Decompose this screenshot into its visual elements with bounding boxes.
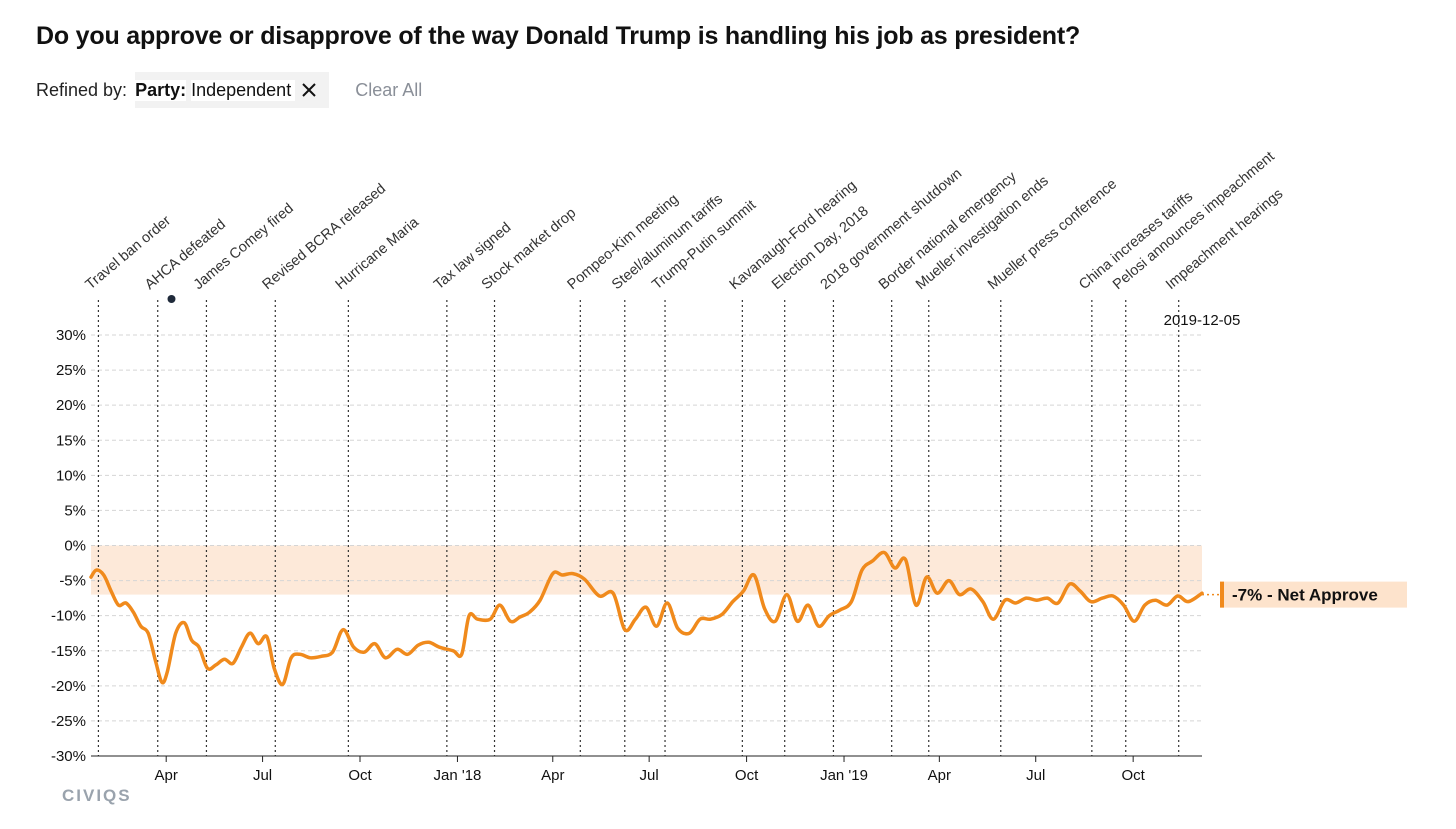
- y-tick-label: -15%: [51, 643, 86, 660]
- y-tick-label: -5%: [59, 573, 86, 590]
- current-badge-accent: [1220, 581, 1224, 608]
- filter-chip-party[interactable]: Party: Independent: [135, 72, 330, 108]
- y-tick-label: -30%: [51, 748, 86, 765]
- x-tick-label: Oct: [1121, 767, 1145, 784]
- series-line-net-approve: [89, 550, 1204, 687]
- x-tick-label: Apr: [155, 767, 178, 784]
- event-label: Revised BCRA released: [260, 181, 389, 293]
- filter-value: Independent: [191, 79, 296, 101]
- x-tick-label: Apr: [928, 767, 951, 784]
- current-value-label: -7% - Net Approve: [1232, 586, 1378, 605]
- y-tick-label: 0%: [64, 538, 86, 555]
- page-title: Do you approve or disapprove of the way …: [36, 22, 1081, 50]
- x-tick-label: Jul: [640, 767, 659, 784]
- y-tick-label: 5%: [64, 502, 86, 519]
- series-layer: [89, 550, 1204, 687]
- y-tick-label: 10%: [56, 467, 86, 484]
- current-date-label: 2019-12-05: [1164, 312, 1241, 329]
- event-lines: [97, 295, 1180, 756]
- filter-key: Party:: [135, 79, 187, 101]
- y-tick-label: 15%: [56, 432, 86, 449]
- net-band-layer: [91, 545, 1202, 595]
- refined-by-label: Refined by:: [36, 79, 128, 100]
- y-tick-label: -10%: [51, 608, 86, 625]
- x-tick-label: Jan '18: [433, 767, 481, 784]
- x-tick-label: Jul: [253, 767, 272, 784]
- civiqs-logo: CIVIQS: [62, 786, 132, 805]
- y-tick-label: 30%: [56, 327, 86, 344]
- close-icon-glyph: [302, 83, 316, 97]
- y-tick-label: 25%: [56, 362, 86, 379]
- y-tick-label: 20%: [56, 397, 86, 414]
- axes: 30% 25% 20% 15% 10% 5% 0% -5% -10% -15% -20% -25% -3…: [51, 327, 1202, 784]
- x-tick-label: Oct: [735, 767, 759, 784]
- event-marker-dot: [167, 295, 176, 303]
- close-icon[interactable]: [295, 72, 323, 108]
- x-tick-label: Jan '19: [820, 767, 868, 784]
- x-tick-label: Apr: [541, 767, 564, 784]
- x-tick-label: Oct: [348, 767, 372, 784]
- y-tick-label: -20%: [51, 678, 86, 695]
- current-badge: [1220, 581, 1407, 608]
- net-band: [91, 545, 1202, 595]
- x-tick-label: Jul: [1026, 767, 1045, 784]
- clear-all-button[interactable]: Clear All: [355, 79, 423, 100]
- y-tick-label: -25%: [51, 713, 86, 730]
- current-value-layer[interactable]: 2019-12-05 -7% - Net Approve: [1164, 312, 1407, 608]
- refine-bar: Refined by: Party: Independent Clear All: [36, 72, 422, 108]
